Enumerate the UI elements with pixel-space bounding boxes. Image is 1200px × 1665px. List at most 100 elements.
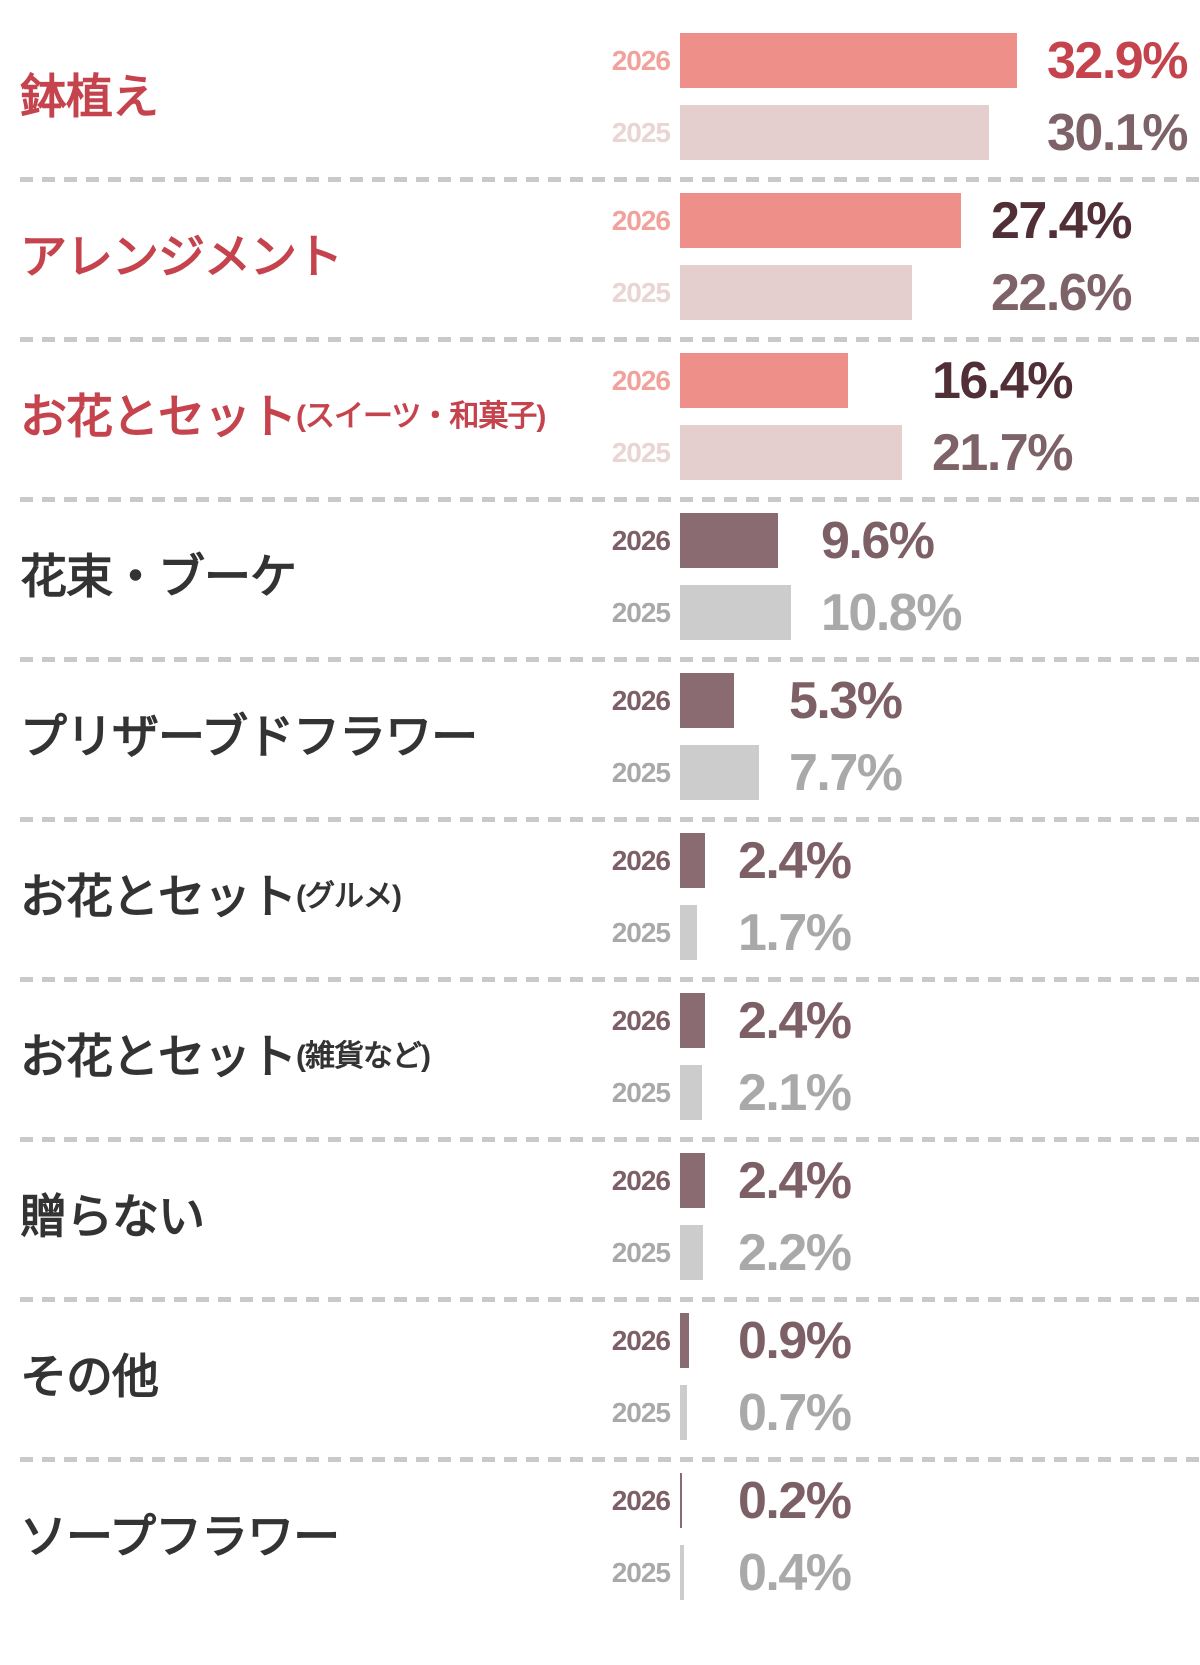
year-label-2025: 2025	[611, 1236, 671, 1268]
value-label-2025: 7.7%	[789, 743, 903, 802]
chart-row: 贈らない 2026 2.4% 2025 2.2%	[0, 1153, 1200, 1280]
value-label-2025: 1.7%	[738, 903, 852, 962]
category-label: 鉢植え	[20, 33, 159, 160]
category-label: お花とセット (スイーツ・和菓子)	[20, 353, 546, 480]
bar-2026	[680, 1153, 705, 1208]
year-label-2026: 2026	[611, 524, 671, 556]
category-label-note: (グルメ)	[296, 879, 402, 913]
year-label-2026: 2026	[611, 1004, 671, 1036]
bar-2025	[680, 265, 912, 320]
value-label-2026: 0.9%	[738, 1311, 852, 1370]
value-label-2025: 0.7%	[738, 1383, 852, 1442]
chart-row: お花とセット (グルメ) 2026 2.4% 2025 1.7%	[0, 833, 1200, 960]
chart-row: 鉢植え 2026 32.9% 2025 30.1%	[0, 33, 1200, 160]
year-label-2026: 2026	[611, 204, 671, 236]
value-label-2025: 30.1%	[1047, 103, 1188, 162]
year-label-2026: 2026	[611, 1484, 671, 1516]
bar-2026	[680, 1473, 682, 1528]
chart-row: その他 2026 0.9% 2025 0.7%	[0, 1313, 1200, 1440]
bar-row-2025: 2025 21.7%	[0, 425, 1200, 480]
bar-row-2026: 2026 2.4%	[0, 1153, 1200, 1208]
bar-row-2025: 2025 22.6%	[0, 265, 1200, 320]
category-label-note: (雑貨など)	[296, 1039, 431, 1073]
row-separator	[20, 177, 1200, 182]
bar-2025	[680, 1225, 703, 1280]
value-label-2026: 2.4%	[738, 831, 852, 890]
year-label-2025: 2025	[611, 276, 671, 308]
category-label-text: プリザーブドフラワー	[20, 710, 478, 763]
bar-row-2026: 2026 32.9%	[0, 33, 1200, 88]
chart-row: アレンジメント 2026 27.4% 2025 22.6%	[0, 193, 1200, 320]
bar-row-2025: 2025 2.2%	[0, 1225, 1200, 1280]
category-label: 花束・ブーケ	[20, 513, 297, 640]
category-label-text: お花とセット	[20, 1030, 297, 1083]
value-label-2025: 2.1%	[738, 1063, 852, 1122]
category-label-text: その他	[20, 1350, 159, 1403]
year-label-2025: 2025	[611, 756, 671, 788]
bar-row-2026: 2026 2.4%	[0, 993, 1200, 1048]
bar-2026	[680, 673, 734, 728]
value-label-2026: 27.4%	[991, 191, 1132, 250]
bar-row-2025: 2025 2.1%	[0, 1065, 1200, 1120]
bar-row-2026: 2026 2.4%	[0, 833, 1200, 888]
bar-2026	[680, 353, 848, 408]
bar-row-2025: 2025 0.7%	[0, 1385, 1200, 1440]
bar-2025	[680, 425, 902, 480]
category-label: アレンジメント	[20, 193, 343, 320]
bar-2025	[680, 745, 759, 800]
bar-2026	[680, 1313, 689, 1368]
row-separator	[20, 337, 1200, 342]
bar-row-2026: 2026 0.9%	[0, 1313, 1200, 1368]
value-label-2025: 21.7%	[932, 423, 1073, 482]
chart-row: お花とセット (雑貨など) 2026 2.4% 2025 2.1%	[0, 993, 1200, 1120]
category-label-text: アレンジメント	[20, 230, 343, 283]
year-label-2026: 2026	[611, 1324, 671, 1356]
bar-2025	[680, 1065, 702, 1120]
value-label-2026: 32.9%	[1047, 31, 1188, 90]
bar-2025	[680, 105, 989, 160]
value-label-2026: 5.3%	[789, 671, 903, 730]
bar-row-2025: 2025 1.7%	[0, 905, 1200, 960]
category-label-text: 花束・ブーケ	[20, 550, 297, 603]
category-label-text: 鉢植え	[20, 70, 159, 123]
category-label-text: ソープフラワー	[20, 1510, 340, 1563]
bar-2026	[680, 33, 1017, 88]
row-separator	[20, 657, 1200, 662]
category-label-text: お花とセット	[20, 390, 297, 443]
row-separator	[20, 1297, 1200, 1302]
value-label-2026: 16.4%	[932, 351, 1073, 410]
bar-2025	[680, 585, 791, 640]
bar-row-2026: 2026 9.6%	[0, 513, 1200, 568]
value-label-2025: 2.2%	[738, 1223, 852, 1282]
value-label-2026: 2.4%	[738, 1151, 852, 1210]
year-label-2025: 2025	[611, 1396, 671, 1428]
chart-row: プリザーブドフラワー 2026 5.3% 2025 7.7%	[0, 673, 1200, 800]
bar-row-2025: 2025 0.4%	[0, 1545, 1200, 1600]
chart-row: 花束・ブーケ 2026 9.6% 2025 10.8%	[0, 513, 1200, 640]
bar-2026	[680, 833, 705, 888]
year-label-2025: 2025	[611, 436, 671, 468]
bar-2025	[680, 1385, 687, 1440]
bar-2026	[680, 193, 961, 248]
row-separator	[20, 817, 1200, 822]
value-label-2025: 22.6%	[991, 263, 1132, 322]
bar-2025	[680, 1545, 684, 1600]
year-label-2025: 2025	[611, 1076, 671, 1108]
year-label-2026: 2026	[611, 44, 671, 76]
year-label-2025: 2025	[611, 916, 671, 948]
row-separator	[20, 977, 1200, 982]
bar-2025	[680, 905, 697, 960]
category-label-text: お花とセット	[20, 870, 297, 923]
year-label-2025: 2025	[611, 116, 671, 148]
bar-2026	[680, 993, 705, 1048]
year-label-2026: 2026	[611, 364, 671, 396]
value-label-2026: 2.4%	[738, 991, 852, 1050]
row-separator	[20, 1457, 1200, 1462]
bar-row-2026: 2026 5.3%	[0, 673, 1200, 728]
category-label: お花とセット (グルメ)	[20, 833, 402, 960]
bar-row-2026: 2026 0.2%	[0, 1473, 1200, 1528]
chart-row: ソープフラワー 2026 0.2% 2025 0.4%	[0, 1473, 1200, 1600]
value-label-2025: 10.8%	[821, 583, 962, 642]
row-separator	[20, 497, 1200, 502]
